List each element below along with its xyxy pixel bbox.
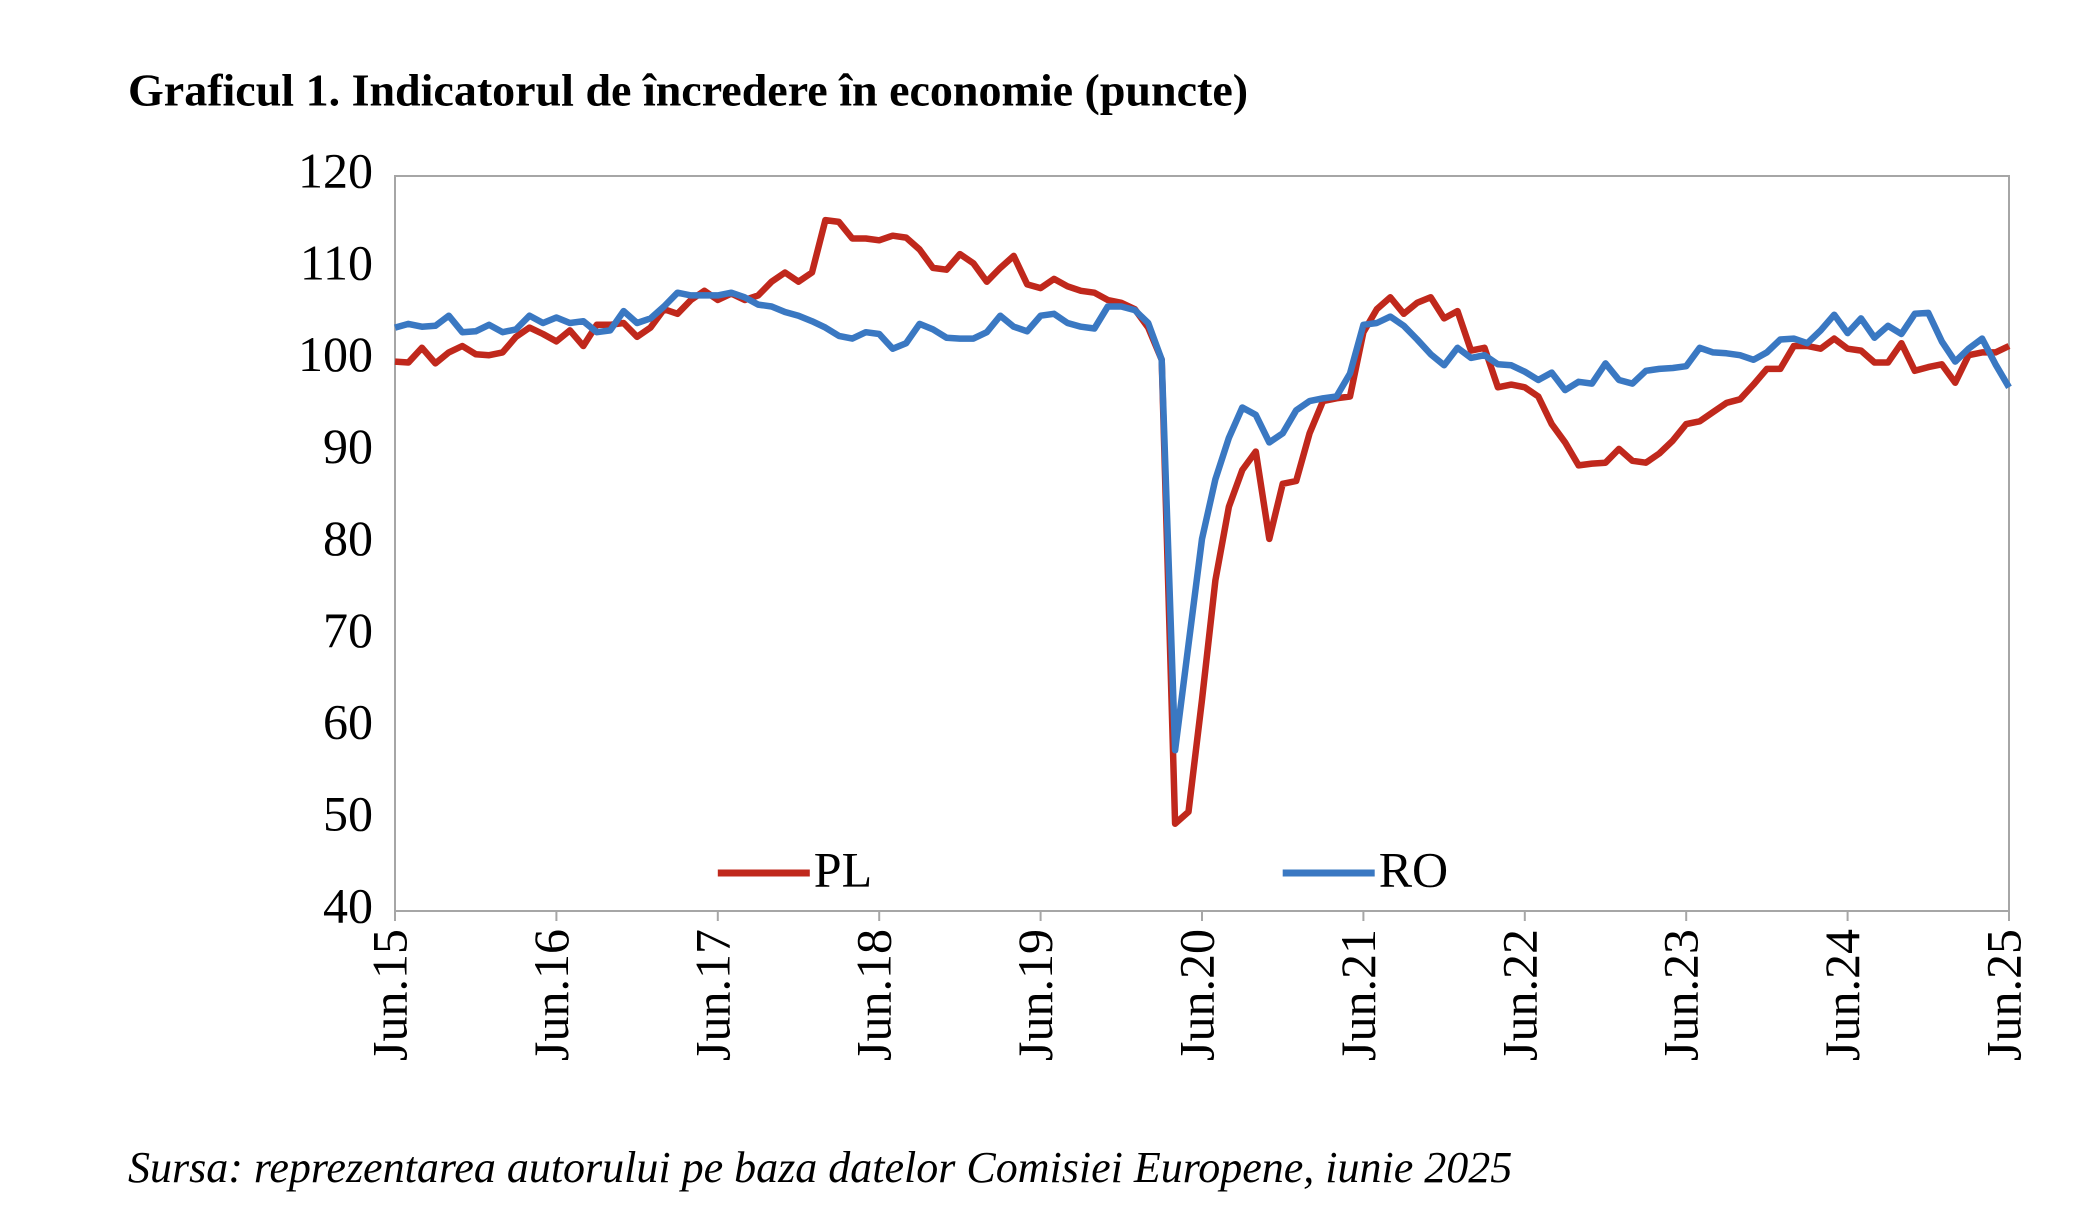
x-tick-label: Jun.22 (1491, 929, 1547, 1061)
x-tick-label: Jun.20 (1168, 929, 1224, 1061)
source-note: Sursa: reprezentarea autorului pe baza d… (128, 1143, 1512, 1192)
x-tick-label: Jun.25 (1975, 929, 2031, 1061)
y-tick-label: 40 (323, 877, 373, 933)
x-tick-label: Jun.23 (1653, 929, 1709, 1061)
x-tick-label: Jun.17 (684, 929, 740, 1061)
x-tick-label: Jun.21 (1330, 929, 1386, 1061)
chart-title: Graficul 1. Indicatorul de încredere în … (128, 65, 1248, 116)
x-tick-label: Jun.24 (1814, 929, 1870, 1061)
y-tick-label: 110 (300, 234, 373, 290)
y-tick-label: 90 (323, 418, 373, 474)
x-tick-label: Jun.19 (1007, 929, 1063, 1061)
y-tick-label: 50 (323, 786, 373, 842)
y-tick-label: 120 (298, 142, 373, 198)
y-tick-label: 60 (323, 694, 373, 750)
x-tick-label: Jun.18 (846, 929, 902, 1061)
x-tick-label: Jun.16 (523, 929, 579, 1061)
series-line (394, 216, 2011, 827)
y-tick-label: 70 (323, 602, 373, 658)
y-tick-label: 80 (323, 510, 373, 566)
y-tick-label: 100 (298, 326, 373, 382)
x-tick-label: Jun.15 (361, 929, 417, 1061)
legend-label: PL (814, 841, 872, 897)
series-line (394, 289, 2012, 754)
legend-label: RO (1379, 841, 1448, 897)
